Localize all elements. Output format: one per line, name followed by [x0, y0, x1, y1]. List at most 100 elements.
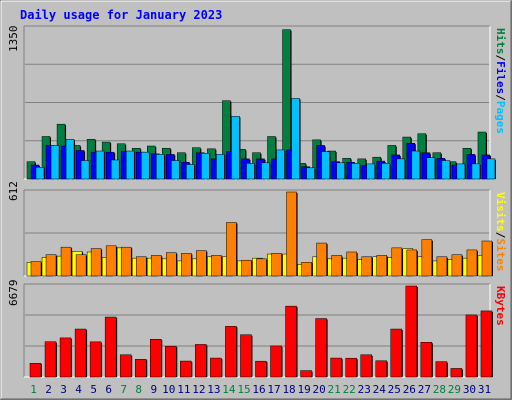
bar-pages-day-18: [291, 98, 300, 180]
bar-pages-day-13: [216, 154, 225, 180]
x-label-day-23: 23: [358, 383, 371, 396]
x-label-day-19: 19: [297, 383, 310, 396]
x-label-day-11: 11: [177, 383, 190, 396]
bar-sites-day-30: [466, 249, 478, 277]
panel-kbytes: [23, 283, 493, 378]
bar-pages-day-11: [186, 164, 195, 180]
bar-kbytes-day-23: [360, 354, 372, 378]
bar-pages-day-25: [396, 158, 406, 180]
bar-pages-day-28: [441, 160, 451, 180]
bar-kbytes-day-19: [300, 370, 312, 378]
legend-kbytes: KBytes: [494, 286, 507, 326]
bar-pages-day-27: [426, 157, 436, 180]
bar-pages-day-6: [110, 159, 120, 180]
bar-sites-day-17: [271, 253, 282, 277]
bar-sites-day-4: [75, 254, 87, 277]
bar-sites-day-18: [286, 191, 297, 277]
bar-pages-day-9: [156, 154, 165, 180]
bar-pages-day-2: [50, 145, 60, 180]
panel-visits-sites: [23, 189, 493, 277]
legend-text: Hits/Files/Pages: [494, 28, 507, 134]
bar-kbytes-day-17: [270, 345, 282, 378]
x-label-day-22: 22: [343, 383, 356, 396]
legend-separator: /: [494, 232, 507, 239]
x-label-day-27: 27: [418, 383, 431, 396]
x-label-day-16: 16: [252, 383, 265, 396]
bar-kbytes-day-11: [180, 360, 192, 378]
bar-kbytes-day-4: [74, 328, 87, 378]
x-label-day-2: 2: [45, 383, 52, 396]
x-label-day-17: 17: [267, 383, 280, 396]
bar-pages-day-19: [306, 167, 315, 180]
x-label-day-30: 30: [463, 383, 476, 396]
x-label-day-20: 20: [313, 383, 326, 396]
bar-sites-day-14: [226, 222, 237, 277]
bar-pages-day-1: [35, 167, 45, 180]
bar-sites-day-1: [30, 261, 42, 277]
x-label-day-1: 1: [30, 383, 37, 396]
chart-title: Daily usage for January 2023: [20, 8, 222, 22]
bar-pages-day-31: [486, 158, 496, 180]
bar-kbytes-day-28: [435, 361, 448, 378]
bar-kbytes-day-9: [150, 339, 162, 378]
bar-sites-day-10: [166, 252, 177, 277]
panel-visits-ymax-label: 612: [7, 181, 20, 201]
x-label-day-18: 18: [282, 383, 295, 396]
bar-kbytes-day-29: [450, 368, 463, 378]
legend-separator: /: [494, 55, 507, 62]
bar-pages-day-5: [95, 150, 105, 180]
bar-pages-day-22: [351, 163, 360, 180]
bar-pages-day-14: [231, 116, 240, 180]
x-label-day-28: 28: [433, 383, 446, 396]
bar-pages-day-26: [411, 150, 421, 180]
x-label-day-3: 3: [60, 383, 67, 396]
bar-sites-day-19: [301, 262, 312, 277]
legend-hits-files-pages: Hits/Files/Pages: [494, 28, 507, 134]
bar-pages-day-20: [321, 151, 330, 180]
bar-kbytes-day-16: [255, 360, 267, 378]
bar-sites-day-24: [376, 255, 387, 277]
bar-kbytes-day-26: [405, 285, 418, 378]
bar-kbytes-day-20: [315, 318, 327, 378]
bar-kbytes-day-13: [210, 357, 222, 378]
legend-sites: Sites: [494, 238, 507, 271]
bar-sites-day-20: [316, 242, 327, 277]
bar-kbytes-day-24: [375, 360, 387, 378]
bar-sites-day-31: [481, 240, 493, 277]
bar-pages-day-17: [276, 149, 285, 180]
bar-kbytes-day-7: [119, 354, 132, 378]
x-label-day-26: 26: [403, 383, 416, 396]
bar-pages-day-8: [140, 151, 150, 180]
bar-pages-day-16: [261, 162, 270, 180]
bar-sites-day-23: [361, 256, 372, 277]
bar-sites-day-8: [135, 256, 147, 277]
panel-kbytes-ymax-label: 6679: [7, 280, 20, 307]
x-axis-day-labels: 1 2 3 4 5 6 7 8 9 10 11 12 13 14 15 16 17 18 19 20 21 22 23 24 2…: [30, 383, 491, 396]
x-label-day-29: 29: [448, 383, 461, 396]
x-label-day-4: 4: [75, 383, 82, 396]
x-label-day-9: 9: [150, 383, 157, 396]
bar-sites-day-22: [346, 251, 357, 277]
bar-sites-day-15: [241, 259, 252, 277]
bar-kbytes-day-10: [165, 345, 177, 378]
x-label-day-15: 15: [237, 383, 250, 396]
bar-pages-day-15: [246, 163, 255, 180]
bar-pages-day-7: [125, 150, 135, 180]
bar-kbytes-day-14: [225, 326, 237, 378]
bar-kbytes-day-15: [240, 334, 252, 378]
bar-kbytes-day-22: [345, 357, 357, 378]
bar-sites-day-25: [391, 247, 403, 277]
bar-kbytes-day-27: [420, 342, 433, 378]
bar-sites-day-6: [105, 245, 117, 277]
bar-pages-day-24: [381, 163, 390, 180]
bar-kbytes-day-2: [44, 341, 57, 378]
legend-text: Visits/Sites: [494, 192, 507, 272]
x-label-day-24: 24: [373, 383, 387, 396]
bar-kbytes-day-8: [134, 359, 147, 378]
bar-kbytes-day-25: [390, 328, 403, 378]
x-label-day-14: 14: [222, 383, 236, 396]
legend-kbytes: KBytes: [494, 286, 507, 326]
bar-kbytes-day-18: [285, 305, 297, 378]
